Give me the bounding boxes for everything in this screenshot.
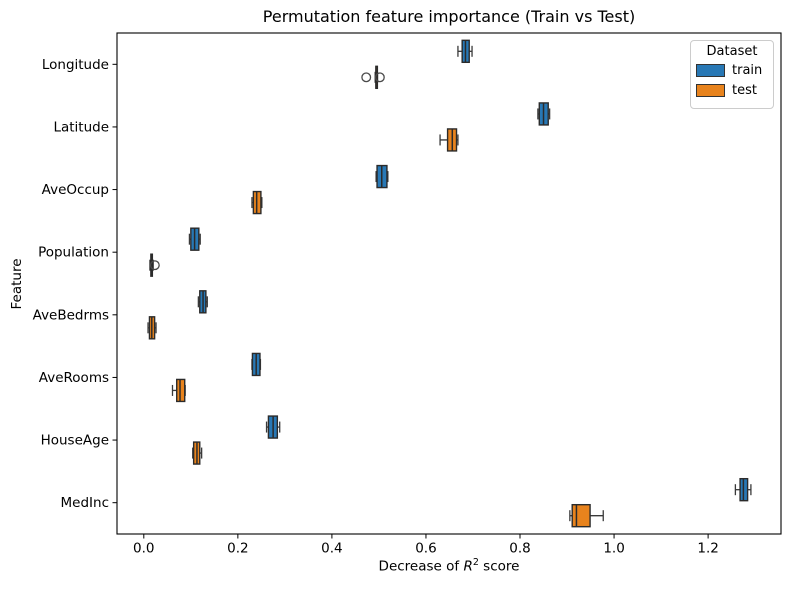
boxplot-test-MedInc	[569, 503, 604, 528]
outlier-point	[374, 72, 385, 83]
legend-swatch-train-icon	[696, 64, 725, 77]
x-axis-label: Decrease of R2 score	[117, 557, 781, 575]
x-tick-label: 1.2	[697, 541, 718, 557]
y-tick-label: AveOccup	[42, 182, 109, 198]
boxplot-test-AveBedrms	[147, 316, 157, 340]
x-axis-label-prefix: Decrease of	[378, 558, 464, 575]
outlier-point	[361, 72, 372, 83]
legend: Dataset train test	[690, 40, 774, 109]
legend-label-test: test	[732, 83, 757, 98]
x-tick-label: 0.2	[227, 541, 248, 557]
legend-entry-test: test	[696, 83, 768, 98]
boxplot-train-Population	[188, 227, 201, 251]
legend-swatch-test-icon	[696, 84, 725, 97]
axes-frame	[116, 32, 782, 535]
y-tick-label: Latitude	[53, 119, 109, 135]
boxplot-train-AveRooms	[251, 352, 262, 377]
r-squared-exponent: 2	[472, 557, 479, 568]
boxplot-train-AveBedrms	[197, 290, 208, 314]
boxplot-train-HouseAge	[265, 415, 281, 439]
x-tick-label: 0.0	[133, 541, 154, 557]
boxplot-test-Longitude	[361, 65, 385, 90]
x-tick-label: 1.0	[603, 541, 624, 557]
iqr-box	[571, 503, 591, 528]
x-axis-label-suffix: score	[478, 558, 520, 575]
boxplot-test-AveRooms	[171, 378, 186, 403]
boxplot-train-MedInc	[734, 477, 752, 502]
y-tick-label: MedInc	[61, 495, 109, 511]
r-symbol: R	[463, 558, 473, 575]
legend-label-train: train	[732, 63, 763, 78]
boxplot-train-Latitude	[537, 102, 551, 126]
boxplot-test-AveOccup	[251, 190, 263, 215]
y-axis-label: Feature	[9, 258, 25, 310]
boxplot-train-Longitude	[457, 39, 473, 64]
boxplot-test-Latitude	[439, 128, 459, 152]
y-tick-label: AveRooms	[39, 370, 109, 386]
boxplot-test-Population	[149, 253, 160, 277]
y-tick-label: AveBedrms	[33, 307, 109, 323]
boxplot-train-AveOccup	[375, 164, 389, 189]
legend-entry-train: train	[696, 63, 768, 78]
y-tick-label: HouseAge	[41, 433, 109, 449]
x-tick-label: 0.4	[321, 541, 342, 557]
legend-title: Dataset	[706, 44, 758, 59]
chart-title: Permutation feature importance (Train vs…	[262, 7, 636, 26]
y-tick-label: Population	[38, 245, 109, 261]
boxplot-test-HouseAge	[192, 441, 203, 465]
x-tick-label: 0.8	[509, 541, 530, 557]
outlier-point	[149, 260, 160, 271]
y-tick-label: Longitude	[42, 57, 109, 73]
x-tick-label: 0.6	[415, 541, 436, 557]
